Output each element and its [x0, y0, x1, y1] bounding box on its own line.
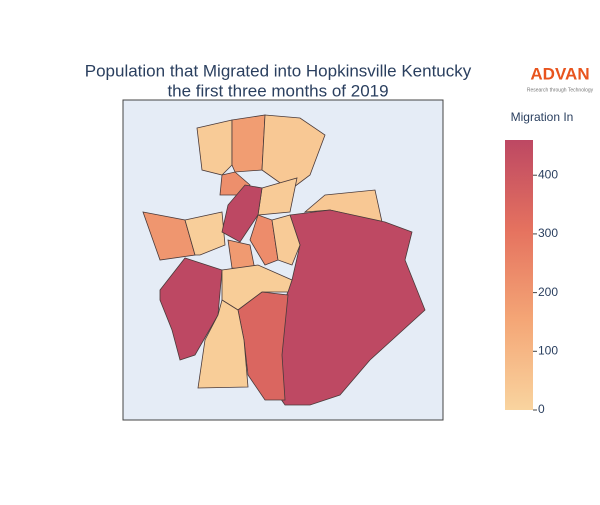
colorbar [505, 140, 533, 410]
logo-tagline: Research through Technology [527, 87, 594, 93]
colorbar-tick-label: 100 [538, 343, 558, 357]
colorbar-tick-label: 200 [538, 285, 558, 299]
region [184, 211, 226, 256]
region [159, 257, 223, 361]
region [261, 114, 326, 191]
colorbar-tick-label: 400 [538, 167, 558, 181]
region [221, 184, 263, 243]
region [249, 214, 279, 266]
region [197, 299, 249, 389]
region [196, 119, 233, 176]
colorbar-tick-label: 0 [538, 402, 545, 416]
chart-title: Population that Migrated into Hopkinsvil… [85, 61, 472, 80]
chart-subtitle: the first three months of 2019 [167, 81, 388, 100]
region [231, 114, 266, 173]
logo-name: ADVAN [530, 64, 589, 83]
region [271, 214, 301, 266]
regions [142, 114, 426, 406]
colorbar-title: Migration In [511, 110, 574, 124]
colorbar-tick-label: 300 [538, 226, 558, 240]
